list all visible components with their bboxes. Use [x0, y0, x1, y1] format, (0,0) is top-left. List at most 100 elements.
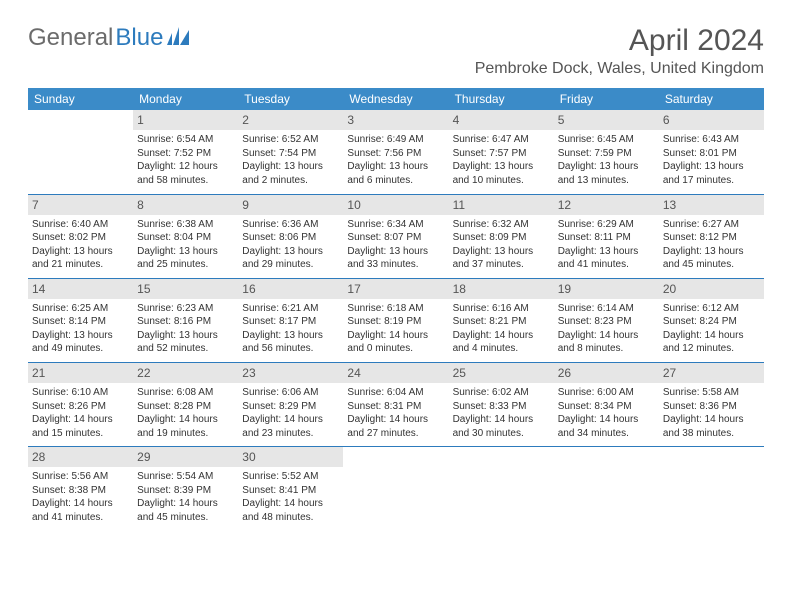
day-line: Daylight: 13 hours and 25 minutes. — [137, 245, 234, 272]
day-line: Daylight: 14 hours and 41 minutes. — [32, 497, 129, 524]
day-text: Sunrise: 6:47 AMSunset: 7:57 PMDaylight:… — [453, 133, 550, 187]
day-number: 17 — [343, 279, 448, 299]
day-line: Daylight: 13 hours and 2 minutes. — [242, 160, 339, 187]
day-header: Tuesday — [238, 88, 343, 110]
day-line: Sunrise: 6:45 AM — [558, 133, 655, 147]
day-line: Sunrise: 6:18 AM — [347, 302, 444, 316]
header: GeneralBlue April 2024 Pembroke Dock, Wa… — [28, 24, 764, 78]
day-text: Sunrise: 6:12 AMSunset: 8:24 PMDaylight:… — [663, 302, 760, 356]
day-line: Daylight: 13 hours and 52 minutes. — [137, 329, 234, 356]
day-number: 19 — [554, 279, 659, 299]
day-text: Sunrise: 6:36 AMSunset: 8:06 PMDaylight:… — [242, 218, 339, 272]
day-header: Saturday — [659, 88, 764, 110]
logo-bars-icon — [167, 24, 191, 52]
day-line: Sunset: 8:01 PM — [663, 147, 760, 161]
logo-text-1: General — [28, 24, 113, 52]
day-line: Sunset: 8:38 PM — [32, 484, 129, 498]
calendar-cell: 30Sunrise: 5:52 AMSunset: 8:41 PMDayligh… — [238, 447, 343, 531]
day-number: 18 — [449, 279, 554, 299]
day-number: 5 — [554, 110, 659, 130]
day-text: Sunrise: 6:54 AMSunset: 7:52 PMDaylight:… — [137, 133, 234, 187]
day-line: Daylight: 12 hours and 58 minutes. — [137, 160, 234, 187]
day-line: Daylight: 14 hours and 12 minutes. — [663, 329, 760, 356]
day-line: Sunset: 8:07 PM — [347, 231, 444, 245]
day-line: Sunrise: 6:04 AM — [347, 386, 444, 400]
day-line: Daylight: 14 hours and 8 minutes. — [558, 329, 655, 356]
calendar-cell: 17Sunrise: 6:18 AMSunset: 8:19 PMDayligh… — [343, 278, 448, 362]
day-number: 14 — [28, 279, 133, 299]
calendar-cell: 27Sunrise: 5:58 AMSunset: 8:36 PMDayligh… — [659, 362, 764, 446]
day-text: Sunrise: 6:16 AMSunset: 8:21 PMDaylight:… — [453, 302, 550, 356]
day-line: Daylight: 13 hours and 10 minutes. — [453, 160, 550, 187]
day-line: Sunset: 8:33 PM — [453, 400, 550, 414]
day-number: 12 — [554, 195, 659, 215]
page: GeneralBlue April 2024 Pembroke Dock, Wa… — [0, 0, 792, 555]
day-number: 29 — [133, 447, 238, 467]
day-number: 6 — [659, 110, 764, 130]
day-line: Sunrise: 6:02 AM — [453, 386, 550, 400]
day-line: Sunset: 8:17 PM — [242, 315, 339, 329]
day-number: 13 — [659, 195, 764, 215]
day-line: Daylight: 14 hours and 19 minutes. — [137, 413, 234, 440]
day-line: Sunrise: 6:06 AM — [242, 386, 339, 400]
day-line: Daylight: 14 hours and 30 minutes. — [453, 413, 550, 440]
calendar-cell: 21Sunrise: 6:10 AMSunset: 8:26 PMDayligh… — [28, 362, 133, 446]
month-title: April 2024 — [475, 24, 764, 58]
day-text: Sunrise: 6:32 AMSunset: 8:09 PMDaylight:… — [453, 218, 550, 272]
calendar-cell — [554, 447, 659, 531]
day-line: Sunrise: 6:52 AM — [242, 133, 339, 147]
calendar-cell — [28, 110, 133, 194]
day-number: 16 — [238, 279, 343, 299]
calendar-cell — [449, 447, 554, 531]
calendar-cell: 10Sunrise: 6:34 AMSunset: 8:07 PMDayligh… — [343, 194, 448, 278]
calendar-cell: 9Sunrise: 6:36 AMSunset: 8:06 PMDaylight… — [238, 194, 343, 278]
day-text: Sunrise: 6:29 AMSunset: 8:11 PMDaylight:… — [558, 218, 655, 272]
day-line: Sunrise: 5:54 AM — [137, 470, 234, 484]
day-line: Sunrise: 5:52 AM — [242, 470, 339, 484]
calendar-cell: 8Sunrise: 6:38 AMSunset: 8:04 PMDaylight… — [133, 194, 238, 278]
day-header: Monday — [133, 88, 238, 110]
day-line: Sunrise: 6:27 AM — [663, 218, 760, 232]
calendar-cell: 4Sunrise: 6:47 AMSunset: 7:57 PMDaylight… — [449, 110, 554, 194]
calendar-row: 28Sunrise: 5:56 AMSunset: 8:38 PMDayligh… — [28, 447, 764, 531]
day-line: Daylight: 13 hours and 13 minutes. — [558, 160, 655, 187]
day-number: 26 — [554, 363, 659, 383]
calendar-cell: 23Sunrise: 6:06 AMSunset: 8:29 PMDayligh… — [238, 362, 343, 446]
day-line: Daylight: 14 hours and 4 minutes. — [453, 329, 550, 356]
day-line: Sunset: 8:09 PM — [453, 231, 550, 245]
calendar-cell: 26Sunrise: 6:00 AMSunset: 8:34 PMDayligh… — [554, 362, 659, 446]
day-line: Sunset: 7:57 PM — [453, 147, 550, 161]
day-line: Sunrise: 6:14 AM — [558, 302, 655, 316]
day-line: Daylight: 14 hours and 48 minutes. — [242, 497, 339, 524]
day-line: Sunrise: 6:38 AM — [137, 218, 234, 232]
day-line: Sunrise: 6:12 AM — [663, 302, 760, 316]
day-text: Sunrise: 6:08 AMSunset: 8:28 PMDaylight:… — [137, 386, 234, 440]
day-line: Daylight: 13 hours and 37 minutes. — [453, 245, 550, 272]
day-text: Sunrise: 5:56 AMSunset: 8:38 PMDaylight:… — [32, 470, 129, 524]
day-number: 21 — [28, 363, 133, 383]
day-line: Sunset: 8:29 PM — [242, 400, 339, 414]
day-line: Daylight: 14 hours and 34 minutes. — [558, 413, 655, 440]
day-line: Daylight: 13 hours and 33 minutes. — [347, 245, 444, 272]
calendar-cell: 22Sunrise: 6:08 AMSunset: 8:28 PMDayligh… — [133, 362, 238, 446]
day-text: Sunrise: 6:45 AMSunset: 7:59 PMDaylight:… — [558, 133, 655, 187]
day-header: Friday — [554, 88, 659, 110]
day-line: Daylight: 13 hours and 45 minutes. — [663, 245, 760, 272]
day-line: Sunset: 7:54 PM — [242, 147, 339, 161]
day-line: Daylight: 14 hours and 15 minutes. — [32, 413, 129, 440]
day-line: Sunset: 8:24 PM — [663, 315, 760, 329]
calendar-cell: 3Sunrise: 6:49 AMSunset: 7:56 PMDaylight… — [343, 110, 448, 194]
calendar-body: 1Sunrise: 6:54 AMSunset: 7:52 PMDaylight… — [28, 110, 764, 531]
day-line: Sunset: 8:04 PM — [137, 231, 234, 245]
logo: GeneralBlue — [28, 24, 191, 52]
day-line: Daylight: 14 hours and 23 minutes. — [242, 413, 339, 440]
calendar-cell: 19Sunrise: 6:14 AMSunset: 8:23 PMDayligh… — [554, 278, 659, 362]
calendar-cell: 25Sunrise: 6:02 AMSunset: 8:33 PMDayligh… — [449, 362, 554, 446]
day-text: Sunrise: 6:49 AMSunset: 7:56 PMDaylight:… — [347, 133, 444, 187]
day-text: Sunrise: 6:21 AMSunset: 8:17 PMDaylight:… — [242, 302, 339, 356]
calendar-row: 21Sunrise: 6:10 AMSunset: 8:26 PMDayligh… — [28, 362, 764, 446]
calendar-head: SundayMondayTuesdayWednesdayThursdayFrid… — [28, 88, 764, 110]
day-line: Daylight: 13 hours and 21 minutes. — [32, 245, 129, 272]
day-line: Sunrise: 6:40 AM — [32, 218, 129, 232]
calendar-row: 1Sunrise: 6:54 AMSunset: 7:52 PMDaylight… — [28, 110, 764, 194]
